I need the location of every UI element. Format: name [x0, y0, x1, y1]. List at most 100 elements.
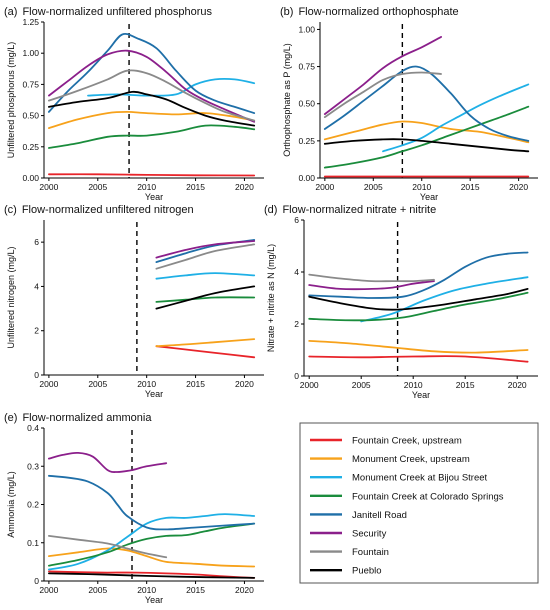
- x-tick-label: 2015: [461, 182, 480, 192]
- x-axis-label: Year: [412, 390, 430, 400]
- legend: Fountain Creek, upstream Monument Creek, …: [299, 422, 539, 584]
- y-axis-label: Unfiltered phosphorus (mg/L): [6, 42, 16, 159]
- panel-title-text: Flow-normalized ammonia: [22, 412, 152, 424]
- chart-panel: (e) Flow-normalized ammonia 2000 2005 2010 20…: [4, 412, 264, 605]
- series-line: [48, 570, 256, 579]
- legend-label: Monument Creek, upstream: [352, 454, 470, 465]
- series-line: [308, 355, 529, 363]
- legend-label: Fountain: [352, 547, 389, 558]
- x-tick-label: 2015: [456, 380, 475, 390]
- y-tick-label: 6: [34, 237, 39, 247]
- x-tick-label: 2020: [235, 585, 254, 595]
- series-line: [155, 243, 256, 270]
- y-tick-label: 0.50: [22, 111, 39, 121]
- y-tick-label: 0.3: [27, 461, 39, 471]
- series-line: [308, 340, 529, 354]
- y-tick-label: 1.25: [22, 17, 39, 27]
- y-tick-label: 0.25: [298, 136, 315, 146]
- x-tick-label: 2005: [352, 380, 371, 390]
- y-tick-label: 0.25: [22, 142, 39, 152]
- series-line: [48, 547, 256, 568]
- x-axis-label: Year: [145, 595, 163, 605]
- series-line: [48, 49, 256, 123]
- legend-label: Monument Creek at Bijou Street: [352, 473, 488, 484]
- series-line: [48, 513, 256, 571]
- series-line: [308, 288, 529, 311]
- x-tick-label: 2000: [39, 585, 58, 595]
- series-line: [382, 83, 530, 153]
- x-tick-label: 2020: [509, 182, 528, 192]
- series-line: [308, 280, 435, 291]
- x-tick-label: 2010: [137, 182, 156, 192]
- series-line: [48, 124, 256, 149]
- legend-box: [299, 422, 539, 584]
- series-line: [155, 239, 256, 263]
- panel-letter: (a): [4, 6, 17, 18]
- series-line: [323, 65, 530, 142]
- y-tick-label: 0.75: [298, 62, 315, 72]
- series-line: [155, 272, 256, 280]
- legend-label: Pueblo: [352, 566, 382, 577]
- series-line: [360, 276, 529, 323]
- x-tick-label: 2010: [137, 379, 156, 389]
- x-tick-label: 2015: [186, 585, 205, 595]
- x-axis-label: Year: [145, 192, 163, 202]
- x-tick-label: 2000: [39, 182, 58, 192]
- y-tick-label: 1.00: [22, 48, 39, 58]
- x-tick-label: 2015: [186, 182, 205, 192]
- series-line: [48, 32, 256, 114]
- x-tick-label: 2015: [186, 379, 205, 389]
- panel-title: (e) Flow-normalized ammonia: [4, 412, 152, 424]
- panel-title: (c) Flow-normalized unfiltered nitrogen: [4, 204, 194, 216]
- panel-letter: (c): [4, 204, 17, 216]
- x-tick-label: 2010: [137, 585, 156, 595]
- series-line: [48, 474, 256, 531]
- series-line: [48, 90, 256, 127]
- panel-title-text: Flow-normalized unfiltered phosphorus: [22, 6, 212, 18]
- panel-title-text: Flow-normalized nitrate + nitrite: [282, 204, 436, 216]
- series-line: [48, 111, 256, 129]
- series-line: [323, 105, 530, 169]
- y-tick-label: 0.00: [298, 173, 315, 183]
- x-tick-label: 2005: [364, 182, 383, 192]
- y-tick-label: 0: [34, 370, 39, 380]
- x-tick-label: 2010: [404, 380, 423, 390]
- x-tick-label: 2005: [88, 182, 107, 192]
- panel-title-text: Flow-normalized unfiltered nitrogen: [22, 204, 194, 216]
- series-line: [155, 345, 256, 359]
- panel-title: (d) Flow-normalized nitrate + nitrite: [264, 204, 436, 216]
- series-line: [155, 285, 256, 310]
- series-line: [308, 291, 529, 322]
- y-tick-label: 0: [294, 371, 299, 381]
- y-tick-label: 6: [294, 215, 299, 225]
- legend-label: Fountain Creek at Colorado Springs: [352, 491, 504, 502]
- panel-title-text: Flow-normalized orthophosphate: [298, 6, 458, 18]
- y-tick-label: 0.50: [298, 99, 315, 109]
- series-line: [48, 173, 256, 177]
- series-line: [48, 522, 256, 567]
- panel-title: (b) Flow-normalized orthophosphate: [280, 6, 459, 18]
- y-axis-label: Ammonia (mg/L): [6, 471, 16, 538]
- chart-panel: (a) Flow-normalized unfiltered phosphorus…: [4, 6, 264, 202]
- panel-letter: (d): [264, 204, 277, 216]
- x-tick-label: 2000: [315, 182, 334, 192]
- y-tick-label: 1.00: [298, 24, 315, 34]
- panel-title: (a) Flow-normalized unfiltered phosphorus: [4, 6, 212, 18]
- series-line: [308, 251, 529, 299]
- legend-label: Janitell Road: [352, 510, 407, 521]
- series-line: [308, 273, 435, 283]
- y-tick-label: 0.2: [27, 500, 39, 510]
- series-line: [48, 451, 168, 473]
- y-tick-label: 0.00: [22, 173, 39, 183]
- series-line: [48, 69, 256, 122]
- series-line: [323, 120, 530, 144]
- x-axis-label: Year: [145, 389, 163, 399]
- series-line: [155, 240, 256, 259]
- y-tick-label: 0.75: [22, 79, 39, 89]
- legend-label: Security: [352, 529, 387, 540]
- x-tick-label: 2000: [300, 380, 319, 390]
- y-tick-label: 0.4: [27, 423, 39, 433]
- series-line: [87, 77, 256, 97]
- x-tick-label: 2000: [39, 379, 58, 389]
